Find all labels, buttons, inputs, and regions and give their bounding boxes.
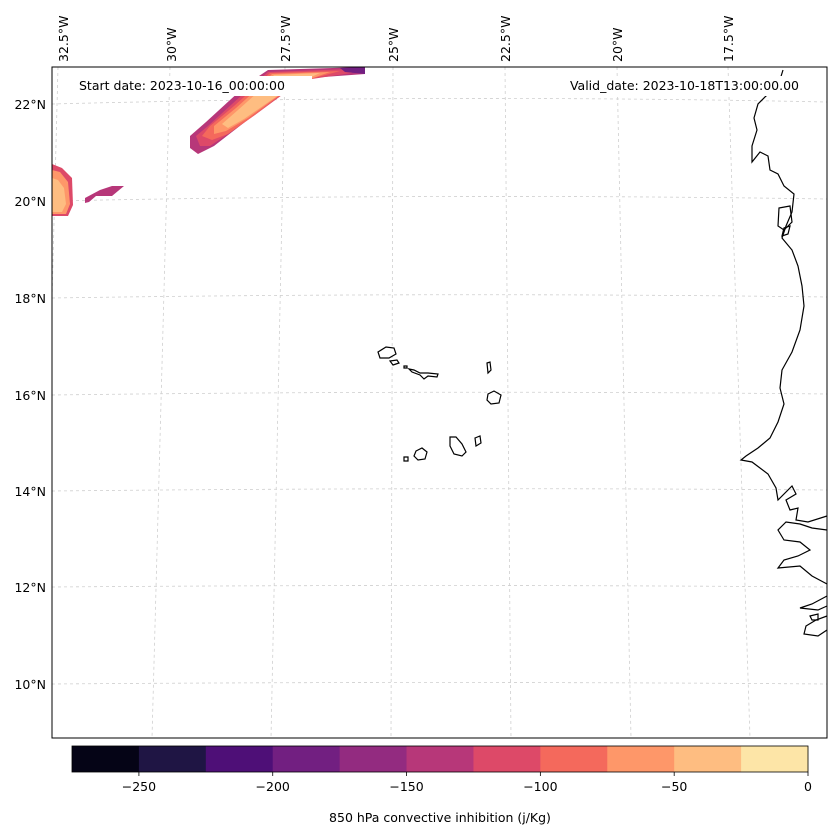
valid-date-box: [538, 76, 806, 96]
lat-label-12n: 12°N: [14, 580, 46, 595]
island-santo-antao: [377, 346, 397, 359]
island-sao-nicolau: [407, 368, 439, 380]
lat-label-14n: 14°N: [14, 484, 46, 499]
colorbar-segment: [272, 746, 341, 772]
colorbar-tick-label: 0: [804, 779, 812, 794]
colorbar-segment: [674, 746, 742, 772]
colorbar-tick-label: −150: [389, 779, 423, 794]
colorbar-tick-label: −200: [256, 779, 290, 794]
cape-verde-islands: [377, 346, 502, 462]
colorbar-segment: [205, 746, 274, 772]
cin-patch-small: [85, 186, 124, 203]
colorbar-segment: [339, 746, 408, 772]
map-panel: Start date: 2023-10-16_00:00:00 Valid_da…: [51, 66, 828, 739]
colorbar-segment: [607, 746, 675, 772]
island-fogo: [413, 447, 428, 461]
latitude-labels: 22°N 20°N 18°N 16°N 14°N 12°N 10°N: [14, 97, 46, 692]
longitude-labels: 32.5°W 30°W 27.5°W 25°W 22.5°W 20°W 17.5…: [56, 16, 736, 62]
lon-label-27-5w: 27.5°W: [278, 16, 293, 62]
colorbar-segment: [138, 746, 207, 772]
africa-coastline: [739, 69, 828, 637]
colorbar-tick-label: −50: [661, 779, 687, 794]
colorbar-segments: [72, 746, 809, 772]
colorbar-tick-label: −250: [122, 779, 156, 794]
island-santiago: [449, 436, 467, 457]
map-background: [52, 67, 827, 738]
lat-label-20n: 20°N: [14, 194, 46, 209]
island-brava: [403, 456, 409, 462]
valid-date-label: Valid_date: 2023-10-18T13:00:00.00: [570, 78, 799, 93]
colorbar-segment: [741, 746, 809, 772]
colorbar-tick-label: −100: [523, 779, 557, 794]
island-sao-vicente: [388, 359, 400, 366]
lon-label-20w: 20°W: [610, 27, 625, 62]
island-boa-vista: [486, 390, 502, 405]
colorbar-segment: [72, 746, 140, 772]
island-sal: [486, 361, 492, 375]
island-santa-luzia: [403, 365, 408, 369]
lon-label-22-5w: 22.5°W: [498, 16, 513, 62]
colorbar-label: 850 hPa convective inhibition (j/Kg): [329, 810, 551, 825]
lat-label-10n: 10°N: [14, 677, 46, 692]
start-date-box: [72, 76, 312, 96]
colorbar: −250 −200 −150 −100 −50 0 850 hPa convective …: [71, 745, 812, 825]
start-date-label: Start date: 2023-10-16_00:00:00: [79, 78, 285, 93]
colorbar-segment: [473, 746, 541, 772]
lon-label-25w: 25°W: [386, 27, 401, 62]
lon-label-17-5w: 17.5°W: [721, 16, 736, 62]
colorbar-ticks: −250 −200 −150 −100 −50 0: [122, 772, 812, 794]
lon-label-30w: 30°W: [164, 27, 179, 62]
island-maio: [474, 435, 482, 447]
cin-patch-west: [52, 164, 73, 216]
lat-label-16n: 16°N: [14, 388, 46, 403]
lon-label-32-5w: 32.5°W: [56, 16, 71, 62]
colorbar-segment: [540, 746, 608, 772]
lat-label-18n: 18°N: [14, 291, 46, 306]
graticule: [51, 66, 828, 739]
colorbar-segment: [406, 746, 474, 772]
colorbar-frame: [71, 745, 809, 773]
map-border: [51, 66, 828, 739]
lat-label-22n: 22°N: [14, 97, 46, 112]
